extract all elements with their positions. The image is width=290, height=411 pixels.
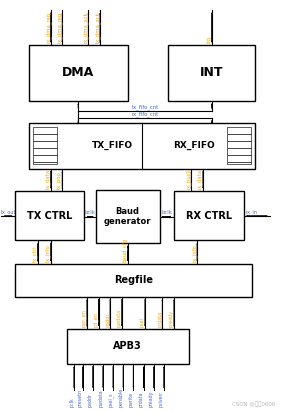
Text: pwdata: pwdata — [117, 309, 122, 327]
Text: Baud
generator: Baud generator — [104, 207, 151, 226]
Text: pd_en: pd_en — [93, 312, 99, 327]
Text: tx_data: tx_data — [45, 169, 51, 189]
Text: TX_FIFO: TX_FIFO — [92, 141, 133, 150]
Text: rx_info: rx_info — [191, 244, 197, 262]
Text: psel: psel — [140, 317, 145, 327]
Bar — [96, 190, 160, 243]
Bar — [67, 329, 188, 364]
Text: presetn: presetn — [78, 389, 83, 407]
Bar — [14, 191, 84, 240]
Text: penable: penable — [118, 388, 124, 407]
Bar — [227, 127, 251, 164]
Text: APB3: APB3 — [113, 341, 142, 351]
Text: tx_dma_ack: tx_dma_ack — [95, 12, 101, 43]
Text: rx_push: rx_push — [186, 169, 191, 189]
Text: rx_in: rx_in — [245, 209, 257, 215]
Text: TX CTRL: TX CTRL — [27, 211, 72, 221]
Bar — [174, 191, 244, 240]
Text: CSDN @聪聪0606: CSDN @聪聪0606 — [232, 401, 276, 407]
Text: tx_out: tx_out — [1, 209, 16, 215]
Text: pslverr: pslverr — [159, 391, 164, 407]
Text: psel_s: psel_s — [108, 393, 114, 407]
Text: pwrite: pwrite — [128, 392, 134, 407]
Text: RX CTRL: RX CTRL — [186, 211, 232, 221]
Text: tx_fifo_cnt: tx_fifo_cnt — [131, 104, 159, 110]
Text: prdata: prdata — [157, 311, 162, 327]
Text: rx_dma_req: rx_dma_req — [46, 12, 51, 43]
Text: INT: INT — [200, 67, 224, 79]
Text: rx_dma_ack: rx_dma_ack — [83, 12, 89, 43]
Text: bclk: bclk — [84, 210, 95, 215]
Text: Regfile: Regfile — [114, 275, 153, 285]
Text: RX_FIFO: RX_FIFO — [173, 141, 215, 150]
Bar — [33, 127, 57, 164]
Text: tx_dma_req: tx_dma_req — [57, 12, 63, 43]
Text: pwdata: pwdata — [98, 389, 103, 407]
Text: rx_data: rx_data — [197, 169, 203, 189]
Text: tx_ctrl: tx_ctrl — [32, 245, 38, 262]
Text: irq: irq — [207, 36, 212, 43]
Text: pclk: pclk — [69, 397, 74, 407]
Text: prdata: prdata — [139, 391, 144, 407]
Text: tx_pop: tx_pop — [57, 171, 62, 189]
Text: baud_cfg: baud_cfg — [122, 238, 128, 262]
Bar — [168, 45, 255, 101]
Bar — [29, 123, 255, 169]
Text: paddr: paddr — [105, 313, 110, 327]
Bar — [29, 45, 128, 101]
Text: paddr: paddr — [88, 393, 93, 407]
Text: bclk: bclk — [161, 210, 172, 215]
Text: pready: pready — [169, 310, 174, 327]
Text: rx_fifo_cnt: rx_fifo_cnt — [131, 111, 159, 117]
Text: pready: pready — [149, 390, 154, 407]
Bar — [14, 264, 252, 297]
Text: tx_info: tx_info — [45, 244, 51, 262]
Text: DMA: DMA — [62, 67, 95, 79]
Text: pwr_en: pwr_en — [82, 309, 87, 327]
